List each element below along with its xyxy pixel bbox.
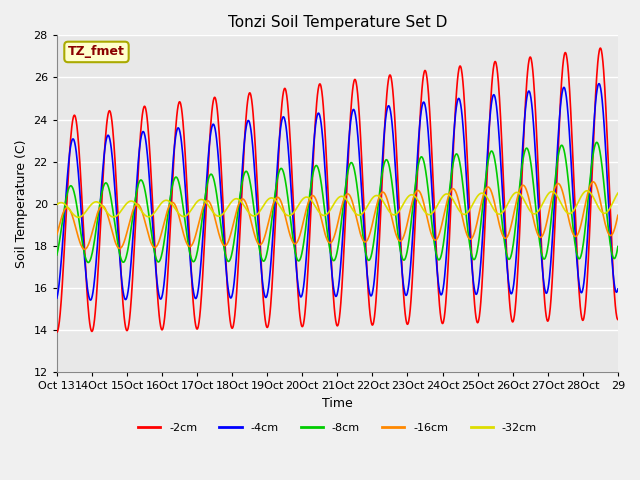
Legend: -2cm, -4cm, -8cm, -16cm, -32cm: -2cm, -4cm, -8cm, -16cm, -32cm xyxy=(133,418,541,437)
Y-axis label: Soil Temperature (C): Soil Temperature (C) xyxy=(15,140,28,268)
X-axis label: Time: Time xyxy=(322,397,353,410)
Title: Tonzi Soil Temperature Set D: Tonzi Soil Temperature Set D xyxy=(228,15,447,30)
Text: TZ_fmet: TZ_fmet xyxy=(68,46,125,59)
